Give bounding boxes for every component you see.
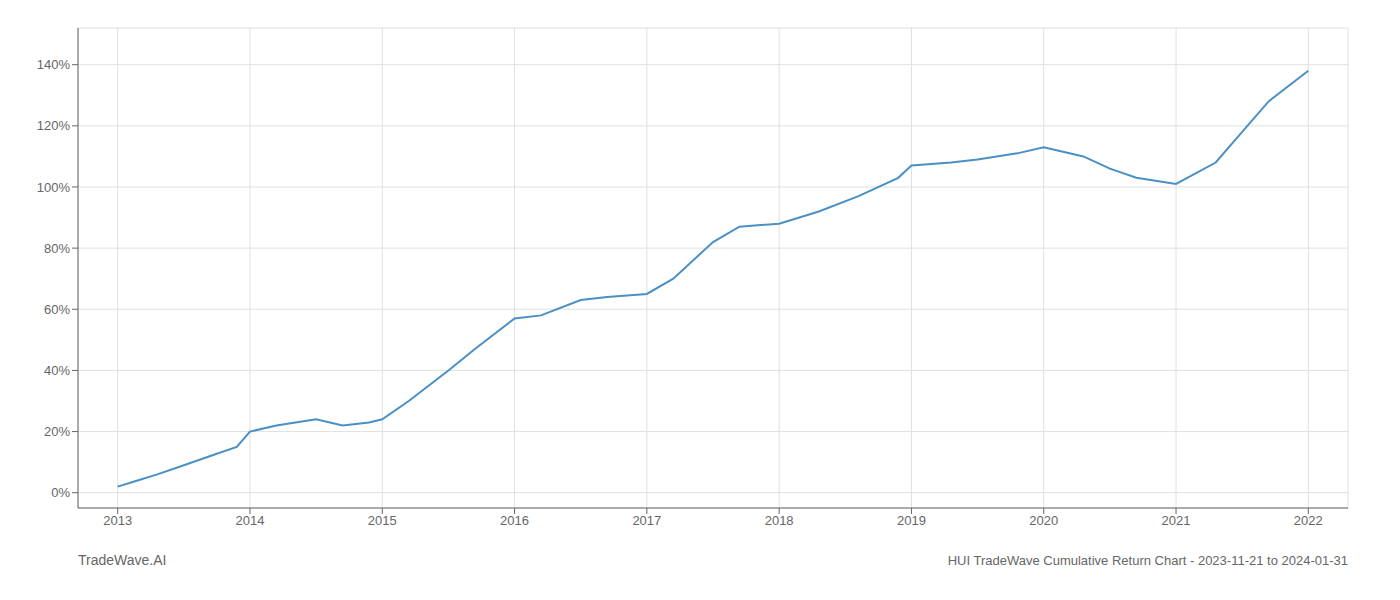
- svg-text:2013: 2013: [103, 513, 132, 528]
- html-text:TradeWave.AI: TradeWave.AI: [78, 552, 167, 568]
- svg-text:2016: 2016: [500, 513, 529, 528]
- svg-text:100%: 100%: [37, 180, 71, 195]
- svg-text:0%: 0%: [51, 485, 70, 500]
- svg-text:80%: 80%: [44, 241, 70, 256]
- svg-text:2021: 2021: [1162, 513, 1191, 528]
- html-text:HUI TradeWave Cumulative Retur: HUI TradeWave Cumulative Return Chart - …: [947, 553, 1348, 568]
- svg-text:2022: 2022: [1294, 513, 1323, 528]
- svg-text:60%: 60%: [44, 302, 70, 317]
- svg-text:20%: 20%: [44, 424, 70, 439]
- svg-text:120%: 120%: [37, 118, 71, 133]
- svg-text:40%: 40%: [44, 363, 70, 378]
- svg-text:2017: 2017: [632, 513, 661, 528]
- svg-text:2018: 2018: [765, 513, 794, 528]
- svg-text:2015: 2015: [368, 513, 397, 528]
- svg-text:2019: 2019: [897, 513, 926, 528]
- svg-text:140%: 140%: [37, 57, 71, 72]
- svg-text:2014: 2014: [236, 513, 265, 528]
- svg-text:2020: 2020: [1029, 513, 1058, 528]
